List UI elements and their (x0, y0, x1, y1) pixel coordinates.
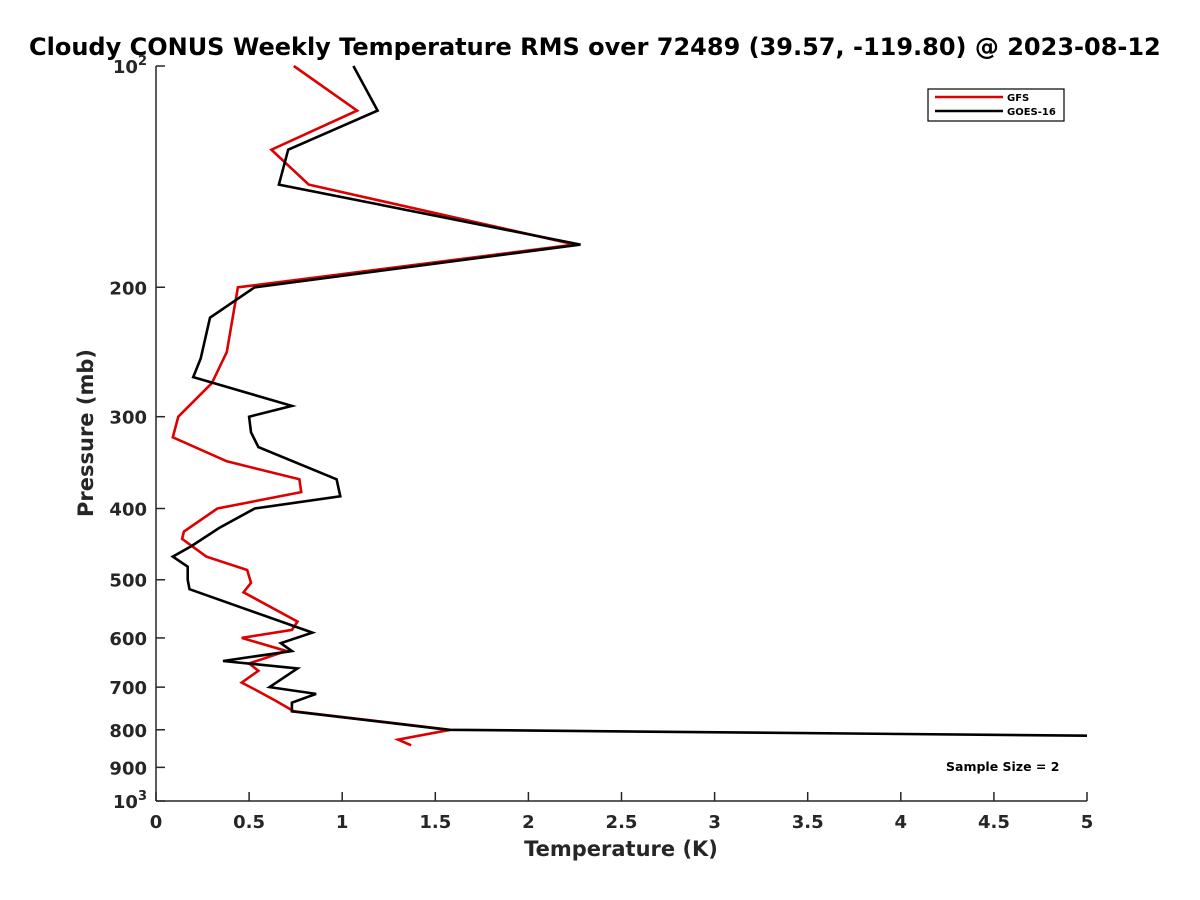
x-ticks: 0 0.5 1 1.5 2 2.5 3 3.5 4 4.5 5 (150, 792, 1094, 833)
y-ticks: 200 300 400 500 600 700 800 900 102 103 (109, 54, 165, 813)
y-tick-label: 600 (109, 629, 147, 650)
legend: GFS GOES-16 (927, 88, 1065, 122)
x-tick-label: 3 (708, 812, 721, 833)
legend-label-gfs: GFS (1007, 93, 1029, 104)
x-tick-label: 0.5 (233, 812, 265, 833)
sample-size-annotation: Sample Size = 2 (946, 759, 1059, 774)
y-tick-label: 900 (109, 758, 147, 779)
y-tick-label: 800 (109, 721, 147, 742)
y-tick-label: 400 (109, 500, 147, 521)
x-tick-label: 2.5 (606, 812, 638, 833)
x-tick-label: 0 (150, 812, 163, 833)
x-axis-title: Temperature (K) (524, 837, 718, 861)
series-line-goes-16 (170, 65, 1088, 737)
y-tick-label: 200 (109, 278, 147, 299)
x-tick-label: 2 (522, 812, 535, 833)
y-tick-label: 500 (109, 571, 147, 592)
x-tick-label: 1.5 (419, 812, 451, 833)
x-tick-label: 3.5 (792, 812, 824, 833)
series-line-gfs (171, 64, 576, 747)
legend-box (927, 88, 1065, 122)
chart-title: Cloudy CONUS Weekly Temperature RMS over… (29, 33, 1161, 61)
x-tick-label: 1 (336, 812, 349, 833)
legend-label-goes: GOES-16 (1007, 107, 1056, 118)
y-tick-label: 700 (109, 678, 147, 699)
y-tick-label: 103 (113, 789, 147, 813)
x-tick-label: 5 (1081, 812, 1094, 833)
y-tick-label: 102 (113, 54, 147, 78)
x-tick-label: 4 (895, 812, 908, 833)
x-tick-label: 4.5 (978, 812, 1010, 833)
series-lines (170, 64, 1088, 747)
y-axis-title: Pressure (mb) (74, 349, 98, 517)
y-tick-label: 300 (109, 408, 147, 429)
